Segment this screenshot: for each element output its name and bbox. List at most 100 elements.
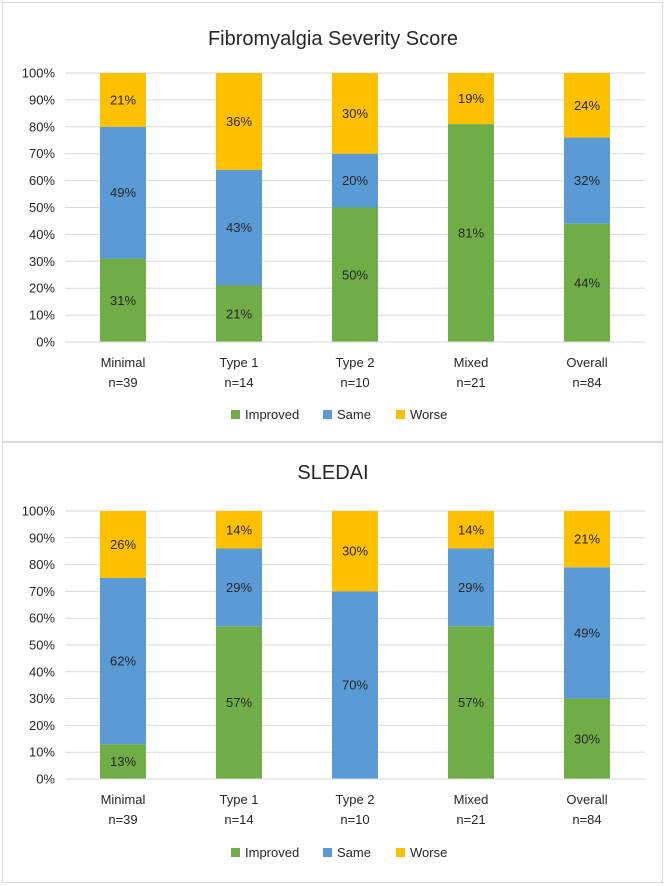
data-label: 29% <box>458 580 484 595</box>
bar-same <box>216 548 262 627</box>
category-label: Minimal <box>101 792 146 807</box>
bar-improved <box>448 626 494 779</box>
y-tick-label: 20% <box>29 718 55 733</box>
y-tick-label: 50% <box>29 638 55 653</box>
category-label: Type 1 <box>219 355 258 370</box>
category-label: Mixed <box>454 792 489 807</box>
bar-worse <box>100 511 146 578</box>
data-label: 21% <box>574 532 600 547</box>
data-label: 30% <box>574 731 600 746</box>
data-label: 32% <box>574 173 600 188</box>
legend-label: Improved <box>245 845 299 860</box>
bar-same <box>332 591 378 779</box>
bar-improved <box>564 223 610 342</box>
y-tick-label: 60% <box>29 611 55 626</box>
bar-worse <box>564 73 610 138</box>
legend-swatch-same <box>323 410 332 419</box>
chart-title: SLEDAI <box>297 462 368 484</box>
data-label: 21% <box>226 306 252 321</box>
data-label: 50% <box>342 267 368 282</box>
data-label: 29% <box>226 580 252 595</box>
bar-improved <box>564 698 610 779</box>
y-tick-label: 40% <box>29 664 55 679</box>
category-n-label: n=84 <box>572 375 601 390</box>
bar-worse <box>332 511 378 592</box>
data-label: 13% <box>110 754 136 769</box>
legend-swatch-improved <box>231 410 240 419</box>
category-n-label: n=10 <box>340 375 369 390</box>
category-n-label: n=21 <box>456 375 485 390</box>
bar-worse <box>100 73 146 127</box>
bar-improved <box>332 207 378 342</box>
bar-same <box>448 548 494 627</box>
bar-worse <box>448 73 494 125</box>
category-n-label: n=10 <box>340 812 369 827</box>
y-tick-label: 90% <box>29 92 55 107</box>
bar-same <box>100 126 146 259</box>
data-label: 62% <box>110 654 136 669</box>
bar-worse <box>216 73 262 170</box>
y-tick-label: 10% <box>29 308 55 323</box>
y-tick-label: 0% <box>36 772 55 787</box>
bar-worse <box>448 511 494 549</box>
data-label: 43% <box>226 220 252 235</box>
category-n-label: n=14 <box>224 812 253 827</box>
data-label: 31% <box>110 293 136 308</box>
category-label: Mixed <box>454 355 489 370</box>
legend-label: Same <box>337 845 371 860</box>
chart-title: Fibromyalgia Severity Score <box>208 28 458 50</box>
y-tick-label: 80% <box>29 119 55 134</box>
y-tick-label: 10% <box>29 745 55 760</box>
legend-swatch-worse <box>396 848 405 857</box>
data-label: 20% <box>342 173 368 188</box>
y-tick-label: 0% <box>36 335 55 350</box>
bar-improved <box>100 744 146 779</box>
data-label: 70% <box>342 678 368 693</box>
y-tick-label: 90% <box>29 530 55 545</box>
y-tick-label: 50% <box>29 200 55 215</box>
data-label: 14% <box>458 522 484 537</box>
bar-improved <box>216 285 262 342</box>
y-tick-label: 70% <box>29 146 55 161</box>
data-label: 57% <box>458 695 484 710</box>
data-label: 19% <box>458 91 484 106</box>
data-label: 49% <box>110 185 136 200</box>
bar-worse <box>216 511 262 549</box>
bar-same <box>216 169 262 286</box>
legend-label: Worse <box>410 407 447 422</box>
data-label: 57% <box>226 695 252 710</box>
bar-same <box>100 578 146 745</box>
category-n-label: n=21 <box>456 812 485 827</box>
category-label: Type 1 <box>219 792 258 807</box>
category-label: Type 2 <box>335 355 374 370</box>
legend-label: Worse <box>410 845 447 860</box>
data-label: 30% <box>342 544 368 559</box>
data-label: 44% <box>574 275 600 290</box>
y-tick-label: 70% <box>29 584 55 599</box>
category-label: Overall <box>566 792 607 807</box>
category-n-label: n=84 <box>572 812 601 827</box>
legend-swatch-improved <box>231 848 240 857</box>
category-n-label: n=39 <box>108 812 137 827</box>
data-label: 21% <box>110 92 136 107</box>
sledai-chart: SLEDAI 0% 10% 20% 30% 40% 50% 60% 70% 80% 90% 100% 1… <box>22 462 645 860</box>
y-tick-label: 80% <box>29 557 55 572</box>
bar-same <box>564 567 610 699</box>
fibromyalgia-chart-panel: Fibromyalgia Severity Score 0% 10% 20% 30% 40… <box>2 2 663 442</box>
data-label: 30% <box>342 106 368 121</box>
y-tick-label: 100% <box>22 504 56 519</box>
data-label: 36% <box>226 114 252 129</box>
data-label: 26% <box>110 537 136 552</box>
y-tick-label: 40% <box>29 227 55 242</box>
data-label: 24% <box>574 98 600 113</box>
y-tick-label: 30% <box>29 254 55 269</box>
bar-worse <box>332 73 378 154</box>
data-label: 49% <box>574 625 600 640</box>
fibromyalgia-chart: Fibromyalgia Severity Score 0% 10% 20% 30% 40… <box>22 28 645 422</box>
bar-same <box>564 137 610 224</box>
bar-improved <box>448 124 494 342</box>
bar-same <box>332 153 378 208</box>
category-label: Type 2 <box>335 792 374 807</box>
sledai-chart-panel: SLEDAI 0% 10% 20% 30% 40% 50% 60% 70% 80% 90% 100% 1… <box>2 442 663 883</box>
data-label: 14% <box>226 522 252 537</box>
